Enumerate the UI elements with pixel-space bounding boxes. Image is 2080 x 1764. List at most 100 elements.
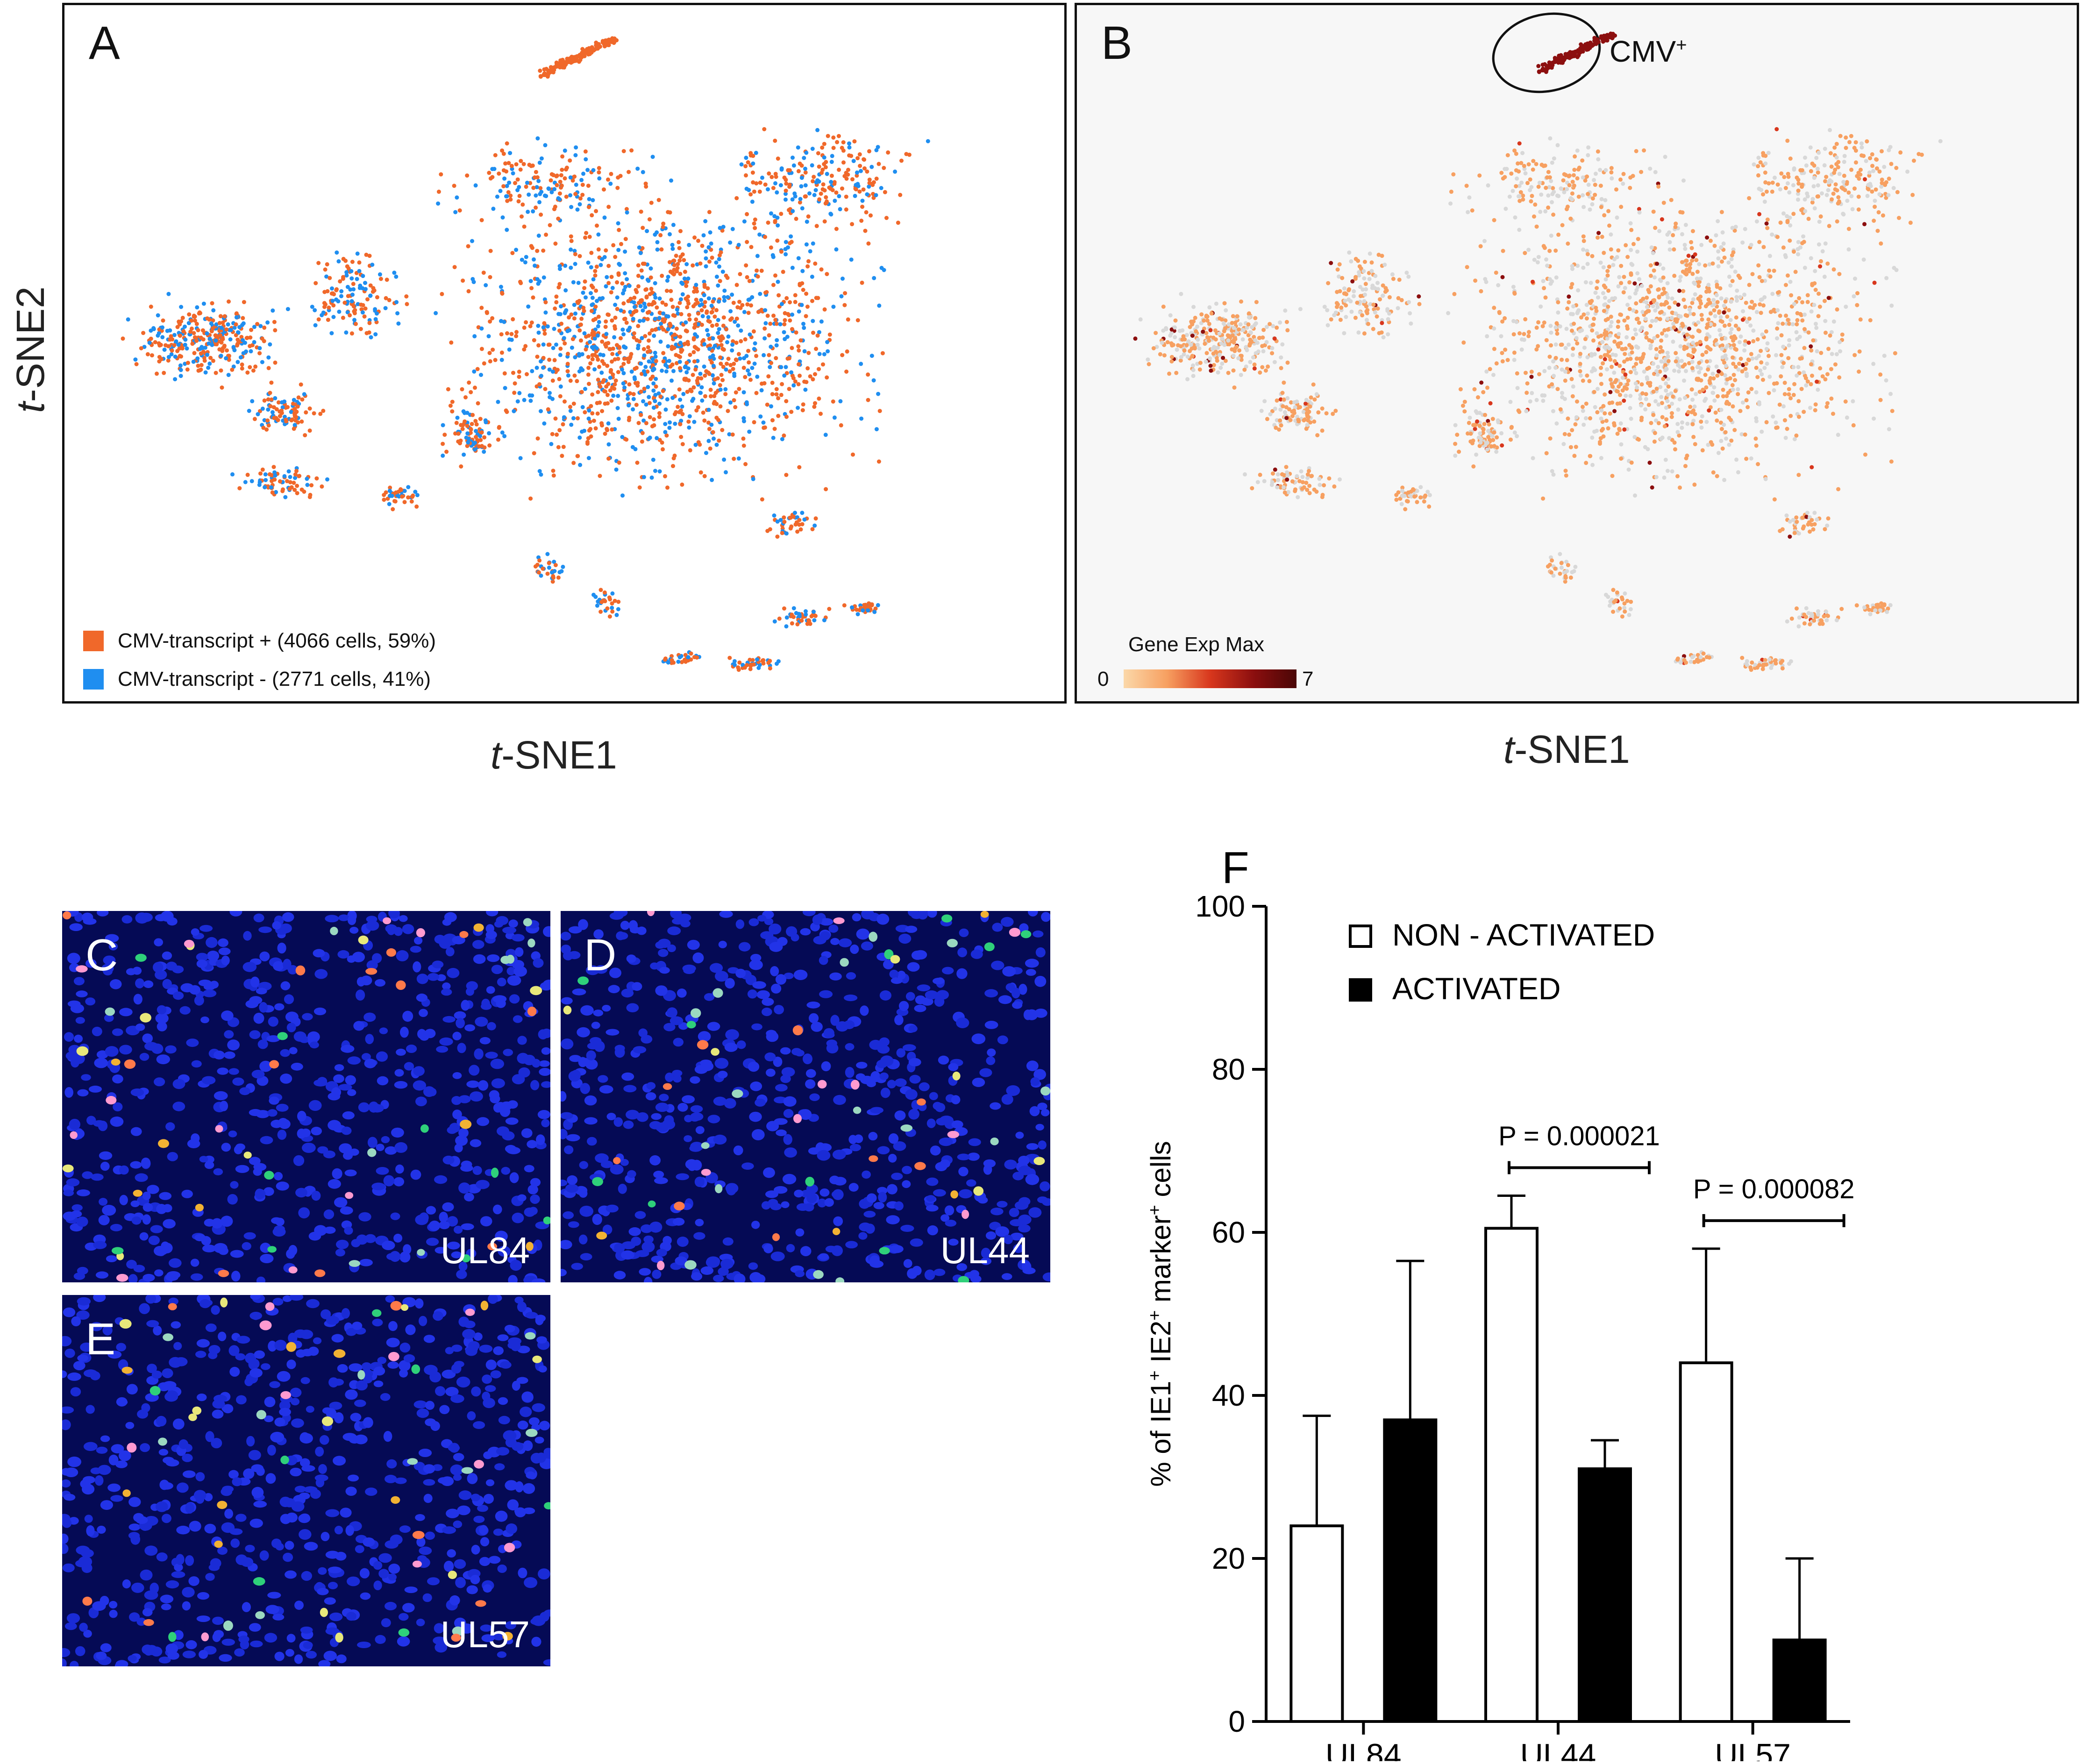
cell-point	[534, 170, 538, 174]
cell-point	[1814, 321, 1818, 326]
cell-point	[708, 343, 712, 348]
cell-point	[640, 336, 644, 341]
cell-point	[757, 232, 762, 237]
cell-point	[596, 599, 600, 604]
cell-point	[760, 175, 764, 180]
cell-point	[1823, 147, 1827, 151]
cell-point	[529, 286, 534, 291]
cell-point	[1757, 240, 1762, 244]
cell-point	[613, 255, 618, 259]
cell-point	[262, 398, 267, 403]
cell-point	[1536, 344, 1540, 349]
cell-point	[610, 609, 615, 614]
cell-point	[341, 315, 345, 320]
cell-point	[1687, 327, 1691, 331]
cell-point	[623, 271, 627, 276]
cell-point	[603, 342, 607, 347]
cell-point	[1595, 410, 1600, 414]
cell-point	[1652, 336, 1657, 341]
cell-point	[672, 268, 677, 272]
cell-point	[1551, 472, 1556, 477]
cell-point	[1691, 349, 1696, 354]
cell-point	[1643, 407, 1648, 412]
cell-point	[312, 411, 316, 416]
cell-point	[1770, 232, 1774, 237]
cell-point	[841, 160, 846, 165]
cell-point	[1801, 234, 1806, 239]
cell-point	[339, 289, 344, 293]
cell-point	[716, 418, 721, 422]
cell-point	[1704, 289, 1709, 294]
cell-point	[150, 353, 154, 358]
cell-point	[1813, 408, 1817, 413]
cell-point	[1594, 171, 1598, 176]
cell-point	[550, 378, 555, 383]
cell-point	[550, 432, 555, 436]
cell-point	[478, 438, 483, 442]
cell-point	[699, 308, 704, 313]
cell-point	[1645, 375, 1649, 380]
cell-point	[530, 369, 534, 373]
cell-point	[668, 420, 672, 425]
cell-point	[642, 386, 647, 391]
cell-point	[1689, 246, 1694, 250]
cell-point	[681, 391, 686, 396]
cell-point	[831, 399, 835, 404]
cell-point	[784, 615, 789, 620]
cell-point	[771, 255, 776, 259]
cell-point	[1528, 177, 1532, 182]
cell-point	[1857, 370, 1861, 374]
cell-point	[691, 385, 696, 390]
cell-point	[712, 356, 716, 361]
cell-point	[1527, 330, 1531, 334]
cell-point	[864, 210, 869, 214]
cell-point	[503, 161, 508, 166]
cell-point	[1572, 321, 1576, 326]
cell-point	[682, 258, 686, 263]
cell-point	[1719, 336, 1724, 341]
cell-point	[547, 357, 552, 362]
cell-point	[499, 350, 504, 355]
cell-point	[687, 313, 691, 317]
cell-point	[1718, 315, 1723, 320]
cell-point	[1699, 313, 1704, 317]
cell-point	[1721, 241, 1726, 246]
cell-point	[157, 327, 162, 332]
cell-point	[382, 498, 386, 502]
cell-point	[1656, 421, 1661, 426]
cell-point	[610, 352, 615, 356]
cell-point	[1757, 212, 1762, 216]
cell-point	[1802, 265, 1807, 270]
cell-point	[1488, 367, 1492, 371]
cell-point	[1720, 343, 1724, 348]
cell-point	[569, 312, 574, 317]
cell-point	[798, 197, 803, 201]
cell-point	[763, 321, 768, 326]
cell-point	[541, 566, 545, 571]
cell-point	[709, 310, 714, 315]
cell-point	[1782, 175, 1787, 179]
cell-point	[746, 349, 751, 353]
cell-point	[608, 388, 613, 393]
cell-point	[1889, 459, 1894, 464]
cell-point	[600, 359, 605, 363]
cell-point	[1466, 210, 1470, 214]
cell-point	[1667, 247, 1672, 252]
cell-point	[614, 612, 619, 617]
cell-point	[556, 575, 561, 580]
cell-point	[270, 410, 275, 414]
cell-point	[1555, 331, 1560, 336]
cell-point	[686, 658, 691, 663]
cell-point	[522, 347, 527, 352]
cell-point	[160, 335, 165, 340]
cell-point	[569, 247, 573, 252]
cell-point	[650, 424, 655, 428]
cell-point	[241, 338, 245, 342]
cell-point	[190, 341, 195, 346]
cell-point	[1546, 170, 1551, 174]
cell-point	[1601, 361, 1605, 366]
cell-point	[1837, 171, 1842, 176]
cell-point	[584, 157, 588, 162]
cell-point	[702, 474, 707, 478]
cell-point	[191, 359, 196, 364]
